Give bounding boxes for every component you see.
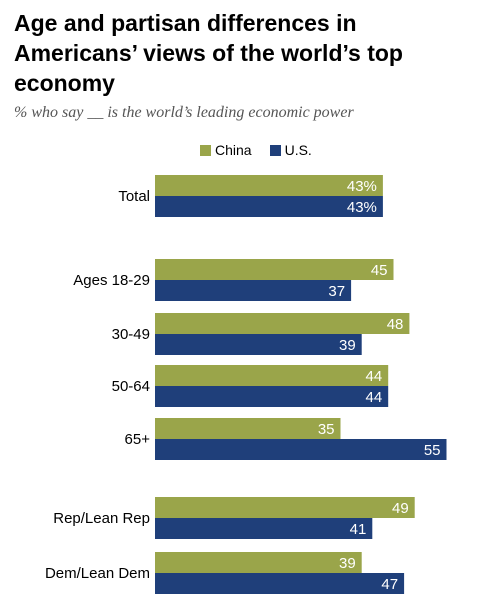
bar-us xyxy=(155,280,352,301)
legend: China U.S. xyxy=(200,140,330,160)
data-label-us: 37 xyxy=(328,283,345,300)
category-label: Ages 18-29 xyxy=(73,272,150,289)
category-label: Rep/Lean Rep xyxy=(53,510,150,527)
category-label: 65+ xyxy=(125,431,151,448)
data-label-china: 49 xyxy=(392,500,409,517)
bar-china xyxy=(155,418,341,439)
data-label-china: 45 xyxy=(371,262,388,279)
bar-us xyxy=(155,439,447,460)
legend-item-us: U.S. xyxy=(269,142,312,158)
bar-us xyxy=(155,196,383,217)
bar-china xyxy=(155,497,415,518)
data-label-china: 43% xyxy=(347,178,377,195)
bar-china xyxy=(155,552,362,573)
legend-label-us: U.S. xyxy=(284,142,312,158)
bar-us xyxy=(155,573,405,594)
data-label-china: 35 xyxy=(318,421,335,438)
category-label: 50-64 xyxy=(112,378,150,395)
bar-us xyxy=(155,386,389,407)
data-label-china: 39 xyxy=(339,555,356,572)
legend-swatch-us xyxy=(269,144,281,156)
category-label: Total xyxy=(118,188,150,205)
bar-china xyxy=(155,365,389,386)
data-label-us: 41 xyxy=(350,521,367,538)
legend-item-china: China xyxy=(200,142,252,158)
bar-china xyxy=(155,175,383,196)
category-label: Dem/Lean Dem xyxy=(45,565,150,582)
data-label-us: 39 xyxy=(339,337,356,354)
data-label-us: 43% xyxy=(347,199,377,216)
legend-label-china: China xyxy=(215,142,252,158)
bar-us xyxy=(155,334,362,355)
legend-swatch-china xyxy=(200,144,211,156)
bar-china xyxy=(155,259,394,280)
data-label-china: 44 xyxy=(366,368,383,385)
data-label-us: 44 xyxy=(366,389,383,406)
data-label-us: 47 xyxy=(381,576,398,593)
data-label-china: 48 xyxy=(387,316,404,333)
chart-subtitle: % who say __ is the world’s leading econ… xyxy=(14,104,354,121)
data-label-us: 55 xyxy=(424,442,441,459)
bar-china xyxy=(155,313,410,334)
category-label: 30-49 xyxy=(112,326,150,343)
chart-title: Age and partisan differences in American… xyxy=(14,10,403,96)
bar-us xyxy=(155,518,373,539)
